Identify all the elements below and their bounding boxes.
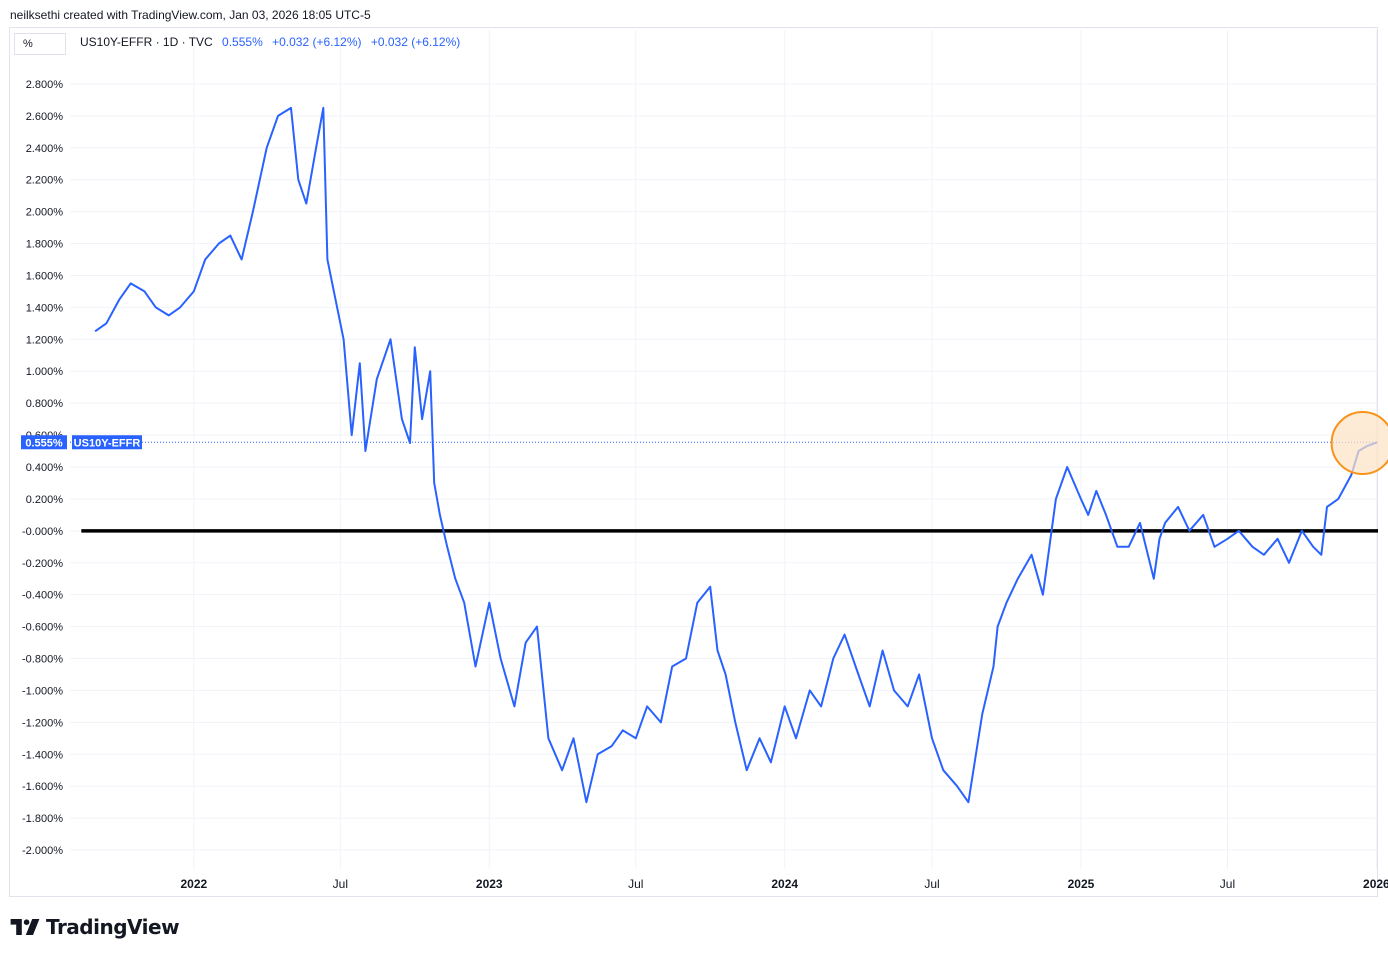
price-label-name-bg [72, 435, 142, 450]
x-tick-label: 2024 [771, 877, 798, 891]
x-tick-label: Jul [333, 877, 348, 891]
y-tick-label: 1.400% [26, 302, 64, 314]
legend-change-2: +0.032 (+6.12%) [370, 35, 461, 49]
y-tick-label: 2.600% [26, 111, 64, 123]
y-tick-label: 1.000% [26, 366, 64, 378]
x-tick-label: 2022 [180, 877, 207, 891]
y-tick-label: -0.200% [22, 558, 63, 570]
tradingview-logo[interactable]: TradingView [10, 915, 180, 939]
overlay-layer: 0.555% US10Y-EFFR [21, 411, 1388, 476]
y-tick-label: -0.400% [22, 590, 63, 602]
series-line-us10y-effr[interactable] [94, 106, 1378, 804]
x-tick-label: 2026 [1363, 877, 1388, 891]
tradingview-brand: TradingView [46, 915, 180, 939]
x-tick-label: 2025 [1068, 877, 1095, 891]
x-tick-label: 2023 [476, 877, 503, 891]
y-tick-label: 0.400% [26, 462, 64, 474]
series-layer [70, 106, 1378, 804]
y-tick-label: 1.600% [26, 270, 64, 282]
y-axis: 2.800% 2.600% 2.400% 2.200% 2.000% 1.800% 1.60… [22, 79, 63, 857]
x-tick-label: Jul [1220, 877, 1235, 891]
legend-change-1: +0.032 (+6.12%) [272, 35, 362, 49]
y-tick-label: -0.600% [22, 622, 63, 634]
grid-lines [70, 30, 1378, 869]
y-tick-label: -1.800% [22, 813, 63, 825]
y-tick-label: -0.800% [22, 654, 63, 666]
legend-last-value: 0.555% [222, 35, 263, 49]
x-axis: 2022 Jul 2023 Jul 2024 Jul 2025 Jul 2026 [180, 877, 1388, 891]
chart-attribution: neilksethi created with TradingView.com,… [10, 8, 371, 22]
x-tick-label: Jul [628, 877, 643, 891]
price-label-name: US10Y-EFFR [74, 437, 141, 449]
y-tick-label: 0.200% [26, 494, 64, 506]
y-tick-label: -2.000% [22, 845, 63, 857]
series-legend[interactable]: US10Y-EFFR · 1D · TVC 0.555% +0.032 (+6.… [80, 35, 460, 49]
x-tick-label: Jul [924, 877, 939, 891]
legend-symbol: US10Y-EFFR · 1D · TVC [80, 35, 213, 49]
tradingview-logo-icon [10, 919, 40, 935]
price-label-value: 0.555% [25, 437, 63, 449]
y-tick-label: -1.000% [22, 685, 63, 697]
highlight-circle[interactable] [1330, 411, 1388, 476]
y-tick-label: -1.600% [22, 781, 63, 793]
y-tick-label: 1.200% [26, 334, 64, 346]
y-tick-label: 0.800% [26, 398, 64, 410]
y-tick-label: 2.200% [26, 175, 64, 187]
y-tick-label: -1.200% [22, 717, 63, 729]
y-tick-label: 2.400% [26, 143, 64, 155]
y-tick-label: 1.800% [26, 239, 64, 251]
y-tick-label: 2.000% [26, 207, 64, 219]
scale-mode-button[interactable]: % [14, 33, 66, 55]
y-tick-label: -0.000% [22, 526, 63, 538]
price-label-bg [21, 435, 67, 450]
y-tick-label: 2.800% [26, 79, 64, 91]
y-tick-label: -1.400% [22, 749, 63, 761]
